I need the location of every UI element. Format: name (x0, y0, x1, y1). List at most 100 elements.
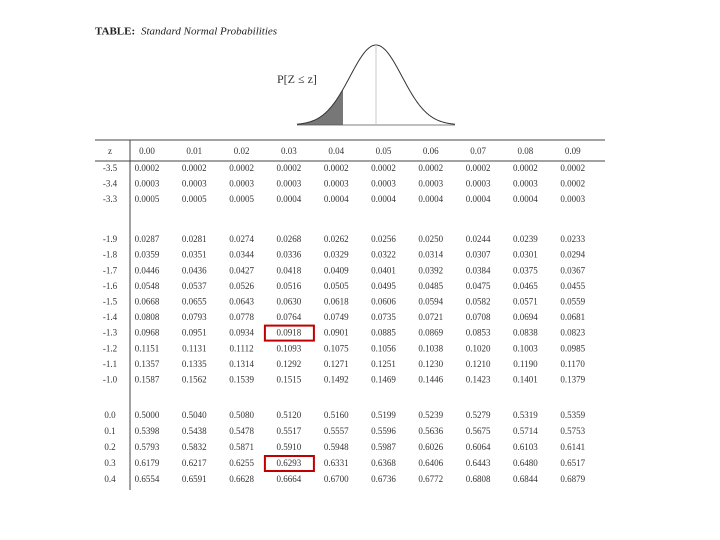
column-header: 0.00 (139, 146, 155, 156)
z-value: 0.3 (104, 458, 116, 468)
probability-cell: 0.5160 (324, 410, 349, 420)
probability-cell: 0.5910 (277, 442, 302, 452)
probability-cell: 0.5557 (324, 426, 349, 436)
probability-cell: 0.0004 (324, 194, 349, 204)
probability-cell: 0.6480 (513, 458, 538, 468)
probability-cell: 0.5753 (560, 426, 585, 436)
probability-cell: 0.0668 (135, 296, 160, 306)
probability-cell: 0.0446 (135, 265, 160, 275)
z-value: -1.9 (103, 234, 118, 244)
probability-cell: 0.5199 (371, 410, 396, 420)
probability-cell: 0.0233 (560, 234, 585, 244)
probability-cell: 0.1056 (371, 343, 396, 353)
probability-cell: 0.5793 (135, 442, 160, 452)
probability-cell: 0.5438 (182, 426, 207, 436)
probability-cell: 0.0301 (513, 250, 538, 260)
probability-cell: 0.0336 (277, 250, 302, 260)
probability-cell: 0.6141 (560, 442, 585, 452)
probability-cell: 0.5596 (371, 426, 396, 436)
probability-cell: 0.1292 (277, 359, 302, 369)
probability-cell: 0.0003 (135, 179, 160, 189)
probability-cell: 0.5120 (277, 410, 302, 420)
probability-cell: 0.5359 (560, 410, 585, 420)
shaded-area (297, 89, 343, 125)
z-value: -1.5 (103, 296, 118, 306)
probability-cell: 0.0002 (466, 163, 491, 173)
z-value: -1.4 (103, 312, 118, 322)
probability-cell: 0.6772 (418, 474, 443, 484)
probability-cell: 0.6293 (277, 458, 302, 468)
probability-cell: 0.1210 (466, 359, 491, 369)
probability-cell: 0.0793 (182, 312, 207, 322)
normal-curve (296, 44, 456, 126)
probability-cell: 0.0314 (418, 250, 443, 260)
z-value: -3.3 (103, 194, 118, 204)
probability-cell: 0.0749 (324, 312, 349, 322)
probability-cell: 0.0694 (513, 312, 538, 322)
probability-cell: 0.1075 (324, 343, 349, 353)
probability-cell: 0.0002 (277, 163, 302, 173)
probability-cell: 0.5675 (466, 426, 491, 436)
probability-cell: 0.0485 (418, 281, 443, 291)
z-value: 0.1 (104, 426, 115, 436)
probability-cell: 0.1093 (277, 343, 302, 353)
z-value: 0.2 (104, 442, 115, 452)
probability-cell: 0.0526 (229, 281, 254, 291)
probability-cell: 0.0005 (135, 194, 160, 204)
probability-cell: 0.0401 (371, 265, 396, 275)
probability-cell: 0.1401 (513, 374, 538, 384)
column-header: 0.08 (518, 146, 534, 156)
title-text: Standard Normal Probabilities (141, 26, 277, 38)
probability-cell: 0.1515 (277, 374, 302, 384)
probability-cell: 0.0630 (277, 296, 302, 306)
probability-cell: 0.0004 (418, 194, 443, 204)
probability-cell: 0.6554 (135, 474, 160, 484)
probability-cell: 0.1112 (230, 343, 254, 353)
column-header: 0.05 (376, 146, 392, 156)
probability-cell: 0.0002 (182, 163, 207, 173)
probability-cell: 0.0005 (229, 194, 254, 204)
title-label: TABLE: (95, 26, 135, 38)
probability-cell: 0.1038 (418, 343, 443, 353)
probability-cell: 0.0004 (371, 194, 396, 204)
probability-cell: 0.1357 (135, 359, 160, 369)
probability-cell: 0.0005 (182, 194, 207, 204)
z-value: 0.0 (104, 410, 116, 420)
probability-cell: 0.0853 (466, 328, 491, 338)
probability-cell: 0.5040 (182, 410, 207, 420)
probability-cell: 0.0384 (466, 265, 491, 275)
probability-cell: 0.1230 (418, 359, 443, 369)
probability-cell: 0.0003 (277, 179, 302, 189)
probability-cell: 0.1539 (229, 374, 254, 384)
probability-cell: 0.6103 (513, 442, 538, 452)
probability-cell: 0.6700 (324, 474, 349, 484)
probability-cell: 0.5832 (182, 442, 207, 452)
probability-cell: 0.0885 (371, 328, 396, 338)
probability-cell: 0.0918 (277, 328, 302, 338)
probability-cell: 0.1251 (371, 359, 396, 369)
probability-cell: 0.0823 (560, 328, 585, 338)
probability-cell: 0.0934 (229, 328, 254, 338)
probability-cell: 0.0985 (560, 343, 585, 353)
probability-cell: 0.0571 (513, 296, 538, 306)
probability-cell: 0.5398 (135, 426, 160, 436)
probability-cell: 0.0003 (182, 179, 207, 189)
probability-cell: 0.1492 (324, 374, 349, 384)
probability-cell: 0.0003 (418, 179, 443, 189)
probability-cell: 0.0359 (135, 250, 160, 260)
probability-cell: 0.0344 (229, 250, 254, 260)
probability-cell: 0.1314 (229, 359, 254, 369)
probability-cell: 0.0002 (135, 163, 160, 173)
probability-cell: 0.6517 (560, 458, 585, 468)
probability-cell: 0.1271 (324, 359, 349, 369)
probability-cell: 0.0281 (182, 234, 207, 244)
probability-cell: 0.0455 (560, 281, 585, 291)
probability-cell: 0.0003 (371, 179, 396, 189)
probability-cell: 0.5279 (466, 410, 491, 420)
probability-cell: 0.0002 (371, 163, 396, 173)
z-value: -1.1 (103, 359, 117, 369)
probability-cell: 0.5478 (229, 426, 254, 436)
probability-cell: 0.6736 (371, 474, 396, 484)
column-header: 0.07 (470, 146, 486, 156)
